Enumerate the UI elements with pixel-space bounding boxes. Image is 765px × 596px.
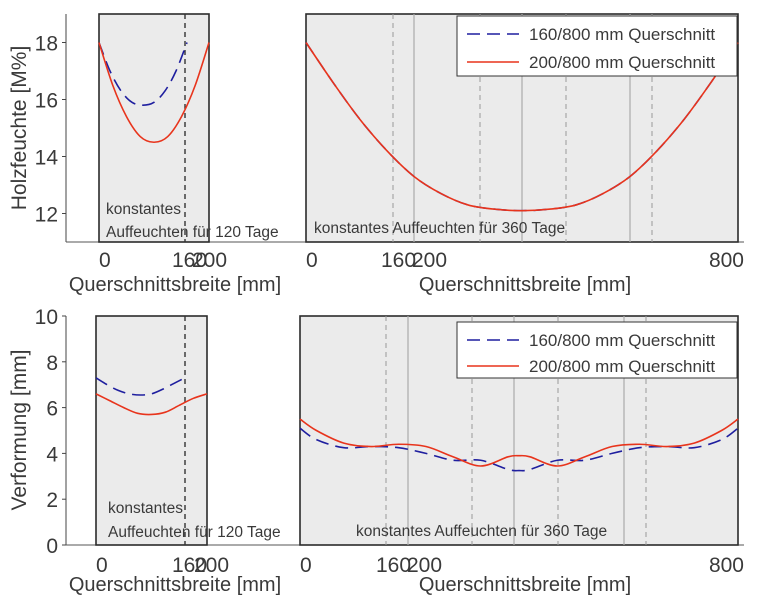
x-tick-label: 200 xyxy=(192,249,227,272)
y-tick-label: 12 xyxy=(35,204,58,227)
x-tick-label: 0 xyxy=(99,249,111,272)
x-axis-label: Querschnittsbreite [mm] xyxy=(419,274,631,296)
panel-background xyxy=(98,13,210,243)
x-tick-label: 160 xyxy=(381,249,416,272)
y-axis-label: Verformung [mm] xyxy=(8,349,31,510)
series-line xyxy=(98,42,210,144)
panel-annotation: konstantes Auffeuchten für 360 Tage xyxy=(356,523,607,540)
panel-background xyxy=(95,315,208,546)
x-tick-label: 200 xyxy=(194,554,229,577)
x-axis-label: Querschnittsbreite [mm] xyxy=(69,274,281,296)
panel-annotation: konstantes xyxy=(106,201,181,218)
panel-annotation: Auffeuchten für 120 Tage xyxy=(108,524,281,541)
panel-1: konstantes Auffeuchten für 120 Tage 0 16020… xyxy=(69,13,281,296)
legend-entry: 160/800 mm Querschnitt xyxy=(529,331,715,350)
x-tick-label: 800 xyxy=(709,554,744,577)
x-tick-label: 800 xyxy=(709,249,744,272)
legend: 160/800 mm Querschnitt 200/800 mm Quersch… xyxy=(456,321,738,379)
y-tick-label: 10 xyxy=(35,306,58,329)
y-tick-label: 2 xyxy=(46,489,58,512)
x-tick-label: 200 xyxy=(407,554,442,577)
panel-annotation: konstantes xyxy=(108,500,183,517)
y-tick-label: 16 xyxy=(35,90,58,113)
legend-entry: 200/800 mm Querschnitt xyxy=(529,357,715,376)
legend: 160/800 mm Querschnitt 200/800 mm Quersch… xyxy=(456,15,738,77)
y-tick-label: 14 xyxy=(35,147,59,170)
x-tick-label: 0 xyxy=(306,249,318,272)
y-axis-label: Holzfeuchte [M%] xyxy=(8,46,31,211)
y-tick-label: 0 xyxy=(46,535,58,558)
panel-annotation: Auffeuchten für 120 Tage xyxy=(106,224,279,241)
legend-box xyxy=(456,321,738,379)
legend-entry: 160/800 mm Querschnitt xyxy=(529,25,715,44)
x-axis-label: Querschnittsbreite [mm] xyxy=(69,574,281,596)
series-line xyxy=(299,427,739,472)
y-tick-label: 6 xyxy=(46,398,58,421)
x-axis-label: Querschnittsbreite [mm] xyxy=(419,574,631,596)
series-line xyxy=(95,377,186,396)
series-line xyxy=(299,418,739,467)
x-tick-label: 0 xyxy=(300,554,312,577)
x-tick-label: 160 xyxy=(172,249,207,272)
x-tick-label: 200 xyxy=(412,249,447,272)
series-line xyxy=(95,393,208,416)
x-tick-label: 0 xyxy=(96,554,108,577)
y-tick-label: 4 xyxy=(46,443,58,466)
y-tick-label: 18 xyxy=(35,33,58,56)
panel-annotation: konstantes Auffeuchten für 360 Tage xyxy=(314,220,565,237)
legend-entry: 200/800 mm Querschnitt xyxy=(529,53,715,72)
series-line xyxy=(305,42,739,212)
legend-box xyxy=(456,15,738,77)
y-tick-label: 8 xyxy=(46,352,58,375)
series-line xyxy=(98,42,188,107)
x-tick-label: 160 xyxy=(172,554,207,577)
x-tick-label: 160 xyxy=(376,554,411,577)
